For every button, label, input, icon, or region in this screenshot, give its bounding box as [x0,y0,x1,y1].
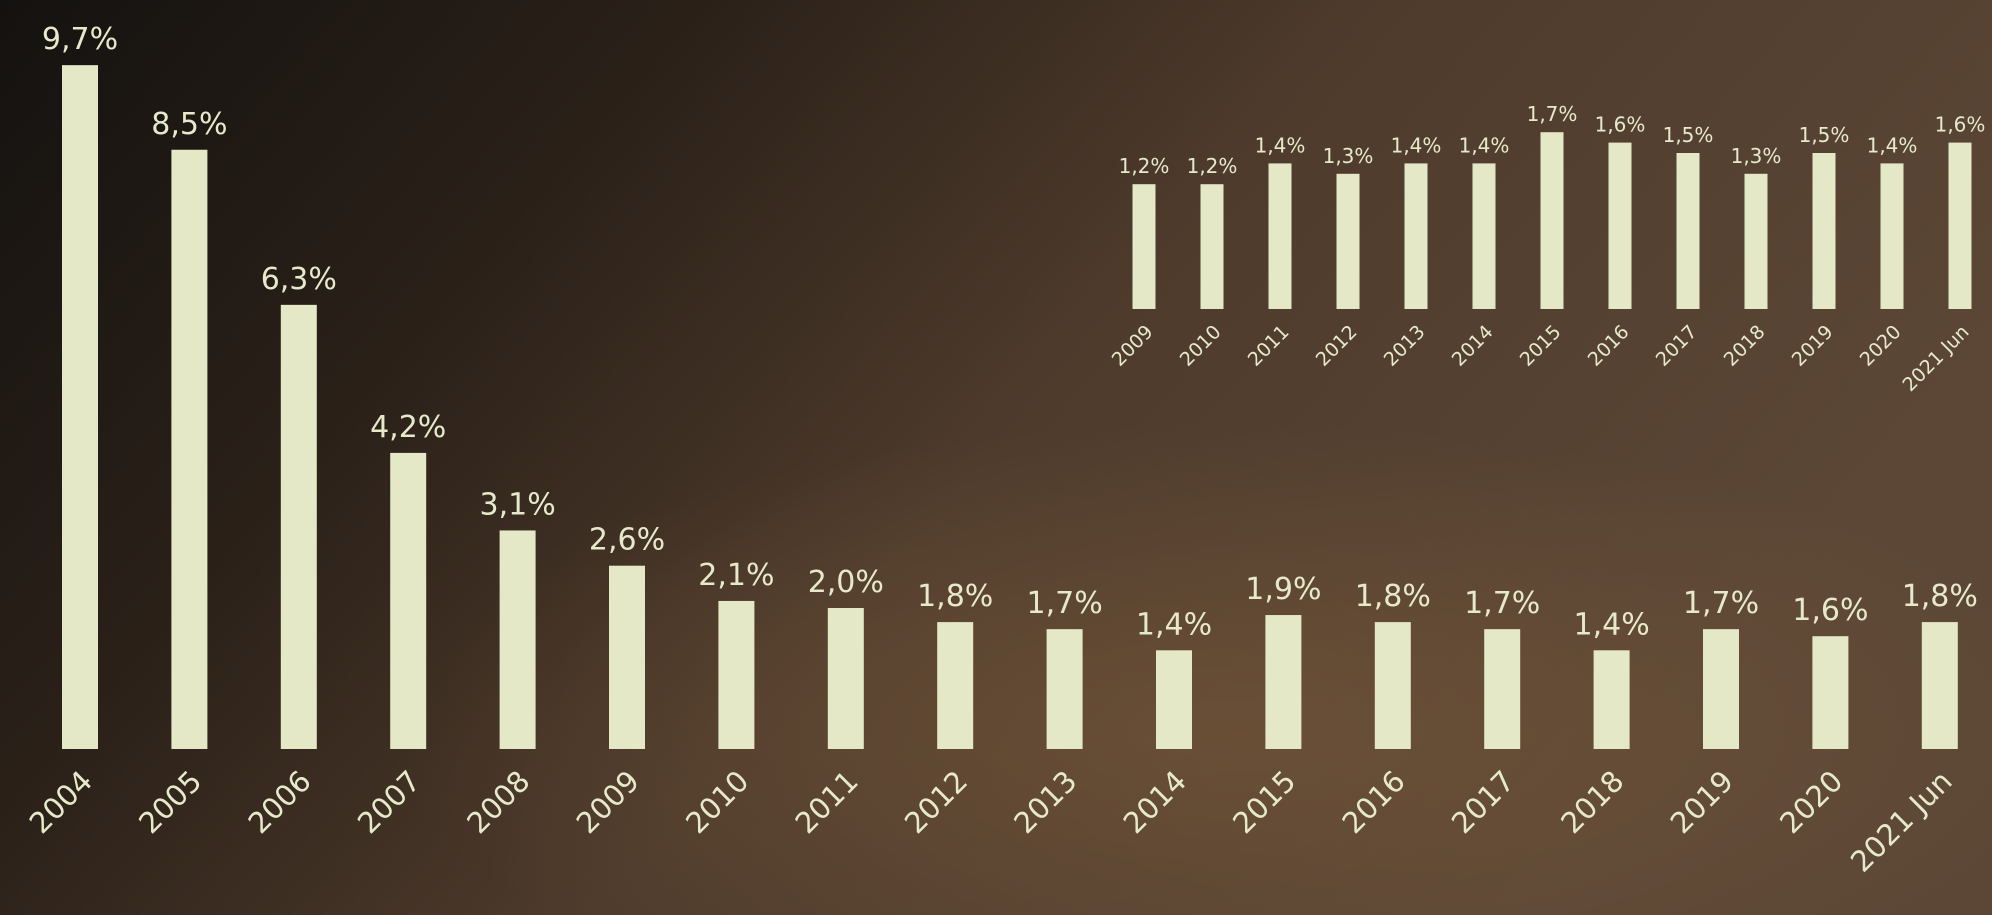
value-label: 1,3% [1731,144,1782,168]
bar [499,530,536,749]
bar [1374,622,1411,749]
value-label: 1,5% [1799,123,1850,147]
bar [1812,153,1836,309]
value-label: 1,5% [1663,123,1714,147]
bar [1921,622,1958,749]
value-label: 2,1% [698,558,774,593]
value-label: 4,2% [370,410,446,445]
bar [1593,650,1630,749]
bar [1484,629,1521,749]
value-label: 3,1% [479,487,555,522]
value-label: 1,8% [917,579,993,614]
value-label: 1,7% [1464,586,1540,621]
value-label: 2,6% [589,523,665,558]
bar [62,65,98,749]
bar [1744,173,1768,309]
bar [1676,153,1700,309]
bar [1265,615,1302,749]
bar [1880,163,1904,309]
bar [1948,142,1972,309]
value-label: 1,6% [1935,113,1986,137]
bar [1540,132,1564,309]
value-label: 1,7% [1527,102,1578,126]
bar [1812,636,1849,749]
bar [1200,184,1224,309]
bar [1046,629,1083,749]
bar [280,304,317,749]
value-label: 1,4% [1573,607,1649,642]
bar [609,565,645,749]
value-label: 6,3% [261,262,337,297]
value-label: 1,4% [1867,133,1918,157]
bar [1132,184,1156,309]
value-label: 1,4% [1136,607,1212,642]
bar [937,622,974,749]
value-label: 1,8% [1355,579,1431,614]
bar [1404,163,1428,309]
value-label: 1,6% [1595,113,1646,137]
value-label: 1,3% [1323,144,1374,168]
bar [390,452,427,749]
value-label: 1,4% [1459,133,1510,157]
value-label: 1,2% [1119,154,1170,178]
bar [1268,163,1292,309]
value-label: 1,4% [1255,133,1306,157]
value-label: 1,4% [1391,133,1442,157]
background-note [300,300,1992,915]
value-label: 1,9% [1245,572,1321,607]
value-label: 1,7% [1683,586,1759,621]
bar [171,149,208,749]
bar [1156,650,1192,749]
value-label: 1,7% [1026,586,1102,621]
value-label: 2,0% [808,565,884,600]
bar [1472,163,1496,309]
bar [718,600,755,749]
value-label: 1,2% [1187,154,1238,178]
bar [1608,142,1632,309]
value-label: 1,6% [1792,593,1868,628]
bar [1336,173,1360,309]
value-label: 9,7% [42,22,118,57]
value-label: 1,8% [1902,579,1978,614]
value-label: 8,5% [151,107,227,142]
bar [827,608,864,749]
bar [1703,629,1739,749]
